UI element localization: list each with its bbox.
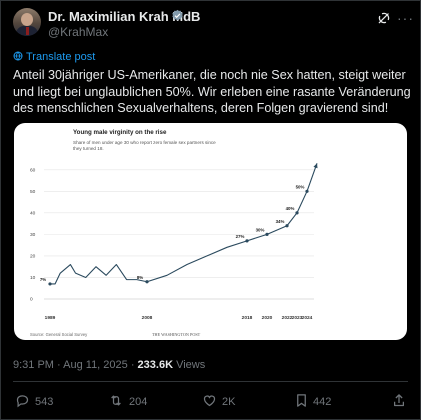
post-timestamp[interactable]: 9:31 PM · Aug 11, 2025 · xyxy=(13,359,138,371)
x-tick-label: 1989 xyxy=(45,315,56,321)
x-tick-label: 2008 xyxy=(142,315,153,321)
chart-source: Source: General Social Survey xyxy=(30,332,88,337)
divider xyxy=(13,381,408,382)
chart-title: Young male virginity on the rise xyxy=(73,129,167,136)
y-tick-label: 40 xyxy=(30,210,36,216)
repost-button[interactable]: 204 xyxy=(108,393,147,408)
chart-image[interactable]: Young male virginity on the rise Share of… xyxy=(14,123,407,340)
bookmark-icon xyxy=(297,394,306,407)
bookmark-button[interactable]: 442 xyxy=(295,393,331,408)
heart-icon xyxy=(203,395,216,407)
like-count: 2K xyxy=(222,396,236,408)
y-tick-label: 50 xyxy=(30,189,36,195)
reply-count: 543 xyxy=(35,396,54,408)
data-point xyxy=(265,232,269,236)
data-label: 7% xyxy=(40,277,46,282)
chart-subtitle-line: Share of men under age 30 who report zer… xyxy=(73,140,216,145)
author-handle[interactable]: @KrahMax xyxy=(48,25,109,39)
share-icon xyxy=(394,394,404,407)
line-chart: Young male virginity on the rise Share of… xyxy=(30,129,318,337)
data-label: 34% xyxy=(276,219,285,224)
data-label: 50% xyxy=(296,184,305,189)
verified-badge-icon xyxy=(172,9,183,21)
data-point xyxy=(285,224,289,228)
data-point xyxy=(48,282,52,286)
x-tick-label: 2020 xyxy=(262,315,273,321)
avatar[interactable] xyxy=(13,8,41,36)
data-label: 27% xyxy=(236,234,245,239)
translate-post-link[interactable]: Translate post xyxy=(13,51,95,63)
y-tick-label: 20 xyxy=(30,254,36,260)
x-tick-label: 2022 xyxy=(282,315,293,321)
data-label: 8% xyxy=(137,275,143,280)
x-tick-label: 2018 xyxy=(242,315,253,321)
data-label: 40% xyxy=(286,206,295,211)
x-tick-label: 2023 xyxy=(292,315,303,321)
repost-icon xyxy=(111,395,121,406)
view-count: 233.6K xyxy=(137,359,174,371)
y-tick-label: 30 xyxy=(30,232,36,238)
reply-button[interactable]: 543 xyxy=(15,393,53,408)
y-tick-label: 10 xyxy=(30,275,36,281)
author-name[interactable]: Dr. Maximilian Krah MdB xyxy=(48,9,201,24)
data-point xyxy=(245,239,249,243)
y-tick-label: 60 xyxy=(30,167,36,173)
post-header: Dr. Maximilian Krah MdB @KrahMax ··· xyxy=(0,0,421,50)
chart-credit: THE WASHINGTON POST xyxy=(152,332,201,337)
series-line xyxy=(50,163,318,285)
repost-count: 204 xyxy=(129,396,148,408)
trend-arrowhead xyxy=(313,163,318,169)
views-label: Views xyxy=(173,359,206,371)
y-tick-label: 0 xyxy=(30,297,33,303)
translate-label: Translate post xyxy=(26,51,96,63)
more-options-icon[interactable]: ··· xyxy=(397,10,414,26)
grok-icon[interactable] xyxy=(377,11,391,25)
post-text: Anteil 30jähriger US-Amerikaner, die noc… xyxy=(13,68,411,115)
data-point xyxy=(305,189,309,193)
like-button[interactable]: 2K xyxy=(202,393,235,408)
globe-icon xyxy=(13,51,23,61)
post-meta: 9:31 PM · Aug 11, 2025 · 233.6K Views xyxy=(13,359,205,371)
data-label: 30% xyxy=(256,227,265,232)
data-point xyxy=(295,211,299,215)
reply-icon xyxy=(16,395,29,408)
data-point xyxy=(145,280,149,284)
x-tick-label: 2024 xyxy=(302,315,313,321)
action-bar: 543 204 2K 442 xyxy=(0,393,421,411)
bookmark-count: 442 xyxy=(313,396,332,408)
chart-subtitle-line: they turned 18. xyxy=(73,146,104,151)
share-button[interactable] xyxy=(392,393,411,408)
